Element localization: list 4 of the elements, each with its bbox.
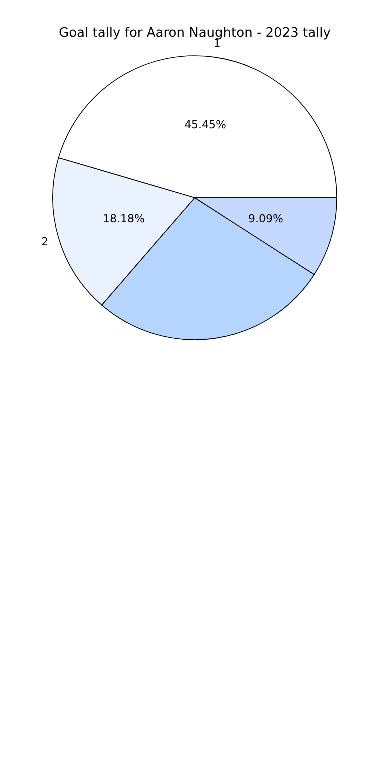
data-label: 45.45% bbox=[184, 118, 227, 132]
slice-label: 2 bbox=[42, 236, 49, 249]
data-label: 9.09% bbox=[248, 212, 284, 226]
data-label: 18.18% bbox=[103, 212, 145, 226]
